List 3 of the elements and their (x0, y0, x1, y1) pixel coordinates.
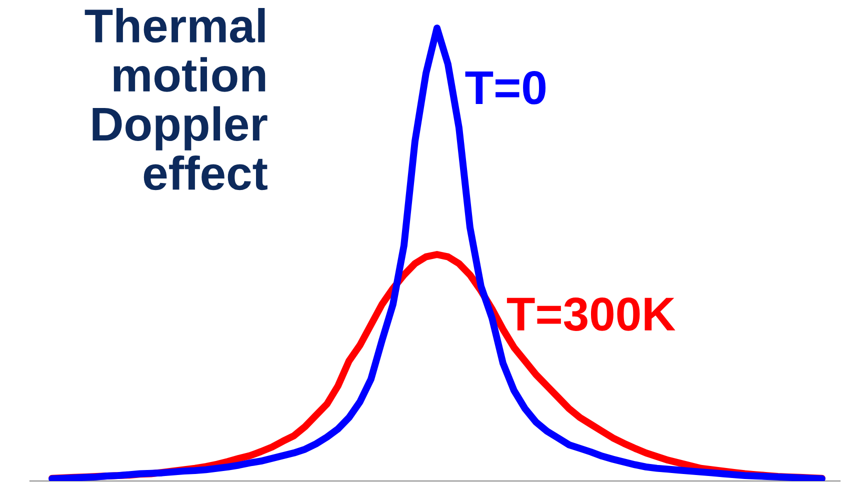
series-label: T=0 (465, 70, 546, 104)
series-label: T=300K (506, 297, 676, 331)
text: Thermal motion Doppler effect (84, 8, 268, 190)
